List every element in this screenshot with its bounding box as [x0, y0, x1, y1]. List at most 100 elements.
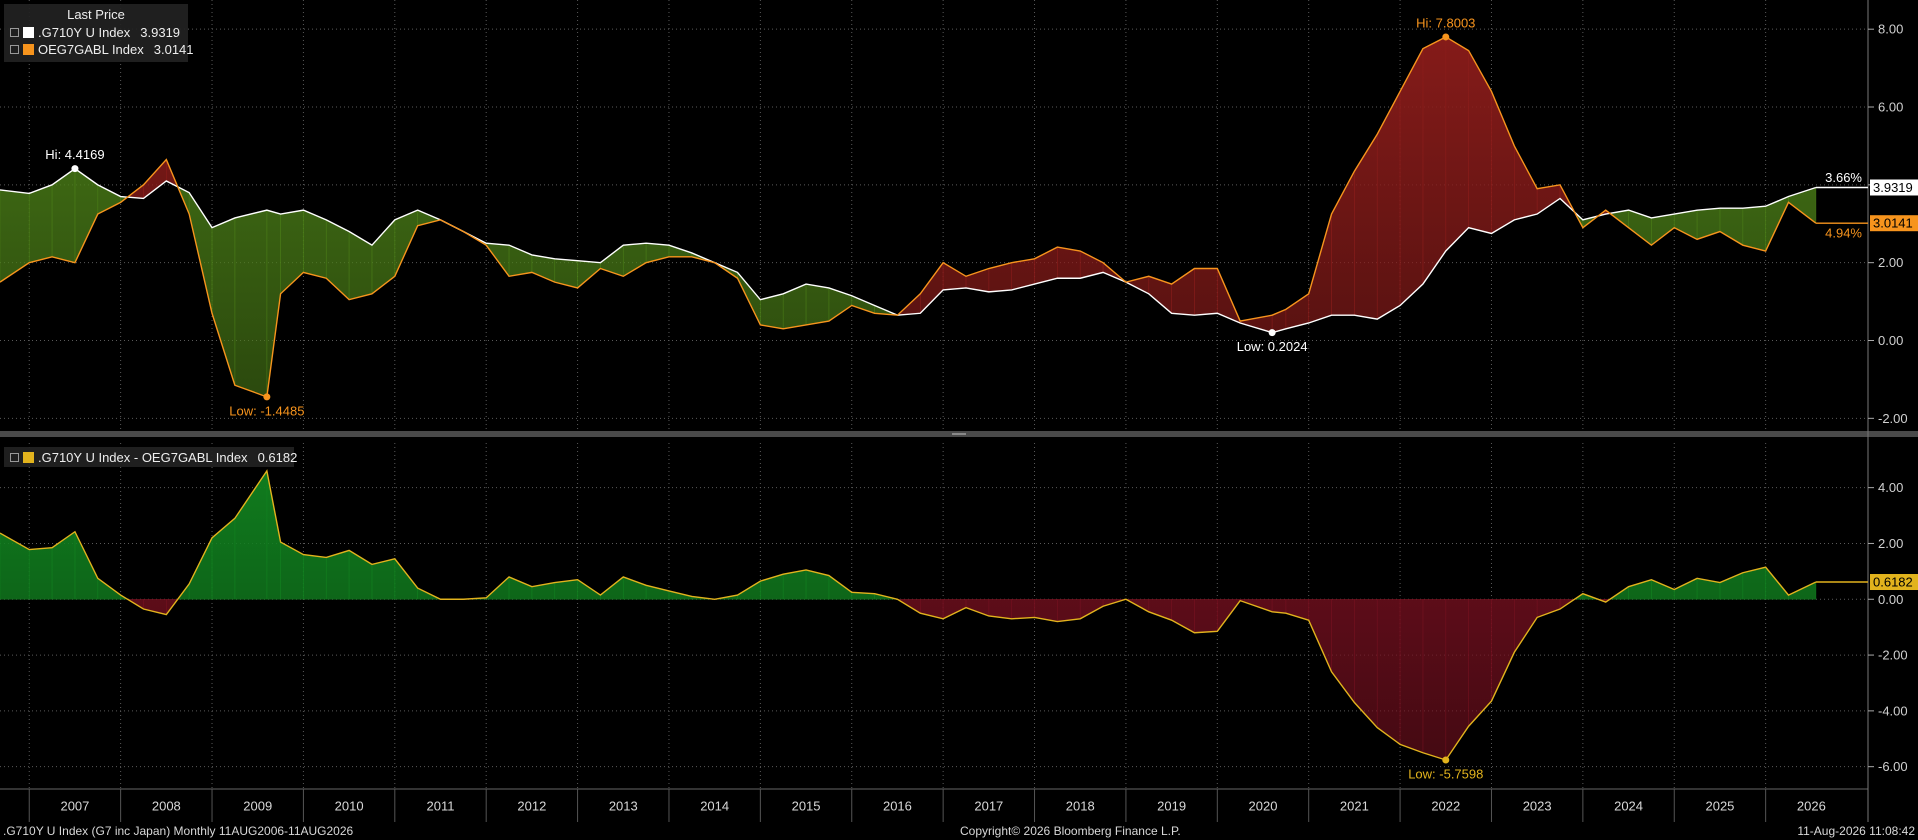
spread-fill [577, 260, 601, 289]
legend-label: .G710Y U Index - OEG7GABL Index [38, 449, 248, 465]
extreme-marker [1442, 33, 1450, 41]
y-tick-label: 4.00 [1878, 480, 1903, 495]
spread-fill [1468, 598, 1492, 727]
spread-fill [28, 184, 53, 264]
spread-fill [1628, 209, 1652, 246]
x-tick-label: 2023 [1523, 799, 1552, 814]
last-value-tag [1870, 574, 1918, 591]
spread-fill [1194, 268, 1218, 316]
spread-fill [348, 231, 373, 301]
extreme-marker [263, 393, 271, 401]
spread-fill [1376, 91, 1401, 320]
spread-fill [1271, 598, 1287, 614]
x-tick-label: 2009 [243, 799, 272, 814]
footer-left: .G710Y U Index (G7 inc Japan) Monthly 11… [3, 824, 354, 838]
spread-fill [266, 209, 281, 397]
last-value-label: 3.9319 [1873, 180, 1913, 195]
separator-handle[interactable] [952, 433, 966, 435]
x-tick-label: 2024 [1614, 799, 1643, 814]
spread-fill [622, 576, 647, 600]
side-note: 3.66% [1825, 170, 1862, 185]
spread-fill [1673, 209, 1698, 240]
extreme-label: Low: -5.7598 [1408, 766, 1483, 781]
spread-fill [303, 209, 327, 279]
legend-entry[interactable]: .G710Y U Index 3.9319 [10, 24, 180, 40]
y-tick-label: 2.00 [1878, 255, 1903, 270]
spread-fill [1696, 207, 1721, 240]
x-tick-label: 2013 [609, 799, 638, 814]
x-tick-label: 2012 [517, 799, 546, 814]
x-tick-label: 2017 [974, 799, 1003, 814]
legend-label: .G710Y U Index [38, 24, 131, 40]
spread-fill [394, 209, 418, 277]
spread-fill [1057, 246, 1081, 279]
spread-fill [828, 287, 853, 322]
last-value-tag [1870, 215, 1918, 232]
spread-fill [234, 469, 268, 600]
spread-fill [394, 557, 418, 600]
extreme-marker [1442, 756, 1450, 764]
extreme-label: Low: -1.4485 [229, 403, 304, 418]
y-tick-label: -4.00 [1878, 703, 1908, 718]
legend-value: 3.0141 [153, 41, 194, 57]
y-tick-label: 0.00 [1878, 592, 1903, 607]
series-line [0, 167, 1817, 334]
x-tick-label: 2015 [792, 799, 821, 814]
side-note: 4.94% [1825, 226, 1862, 241]
spread-fill [143, 158, 167, 200]
spread-fill [1445, 598, 1469, 761]
legend-value: 0.6182 [257, 449, 298, 465]
spread-fill [28, 547, 53, 600]
legend-swatch [23, 27, 34, 39]
spread-fill [965, 598, 990, 617]
expand-icon[interactable] [10, 453, 19, 463]
spread-fill [1514, 598, 1538, 654]
legend-entry[interactable]: OEG7GABL Index 3.0141 [10, 41, 194, 57]
spread-fill [1079, 250, 1104, 279]
expand-icon[interactable] [10, 28, 19, 38]
legend-label: OEG7GABL Index [38, 41, 144, 57]
spread-fill [1148, 275, 1172, 314]
spread-fill [1719, 572, 1744, 600]
last-value-tag [1870, 179, 1918, 196]
legend-title: Last Price [67, 7, 125, 22]
expand-icon[interactable] [10, 45, 19, 55]
spread-fill [1422, 36, 1447, 286]
spread-fill [1491, 91, 1515, 235]
spread-fill [1468, 49, 1492, 234]
spread-fill [234, 209, 268, 398]
extreme-marker [1268, 329, 1276, 337]
spread-fill [1308, 213, 1332, 324]
legend: .G710Y U Index - OEG7GABL Index 0.6182 [4, 447, 297, 467]
spread-fill [325, 550, 350, 600]
spread-fill [51, 531, 76, 600]
spread-fill [1536, 598, 1561, 618]
spread-fill [1354, 133, 1378, 320]
legend-entry[interactable]: .G710Y U Index - OEG7GABL Index 0.6182 [10, 449, 297, 465]
spread-fill [325, 219, 350, 301]
spread-fill [280, 541, 304, 600]
x-tick-label: 2011 [427, 799, 455, 814]
spread-fill [1057, 598, 1081, 622]
spread-fill [1651, 579, 1675, 600]
spread-fill [1376, 598, 1401, 745]
extreme-marker [71, 165, 79, 173]
legend-value: 3.9319 [140, 24, 181, 40]
series-line [0, 36, 1817, 398]
spread-fill [1079, 598, 1104, 620]
footer-center: Copyright© 2026 Bloomberg Finance L.P. [960, 824, 1181, 838]
x-tick-label: 2026 [1797, 799, 1826, 814]
y-tick-label: -2.00 [1878, 648, 1908, 663]
spread-fill [531, 254, 556, 283]
x-tick-label: 2010 [335, 799, 364, 814]
x-tick-label: 2025 [1705, 799, 1734, 814]
spread-fill [1491, 598, 1515, 702]
last-value-label: 0.6182 [1873, 575, 1913, 590]
y-tick-label: 0.00 [1878, 333, 1903, 348]
x-tick-label: 2014 [700, 799, 729, 814]
x-tick-label: 2021 [1340, 799, 1369, 814]
spread-fill [211, 517, 236, 600]
last-value-label: 3.0141 [1873, 216, 1913, 231]
